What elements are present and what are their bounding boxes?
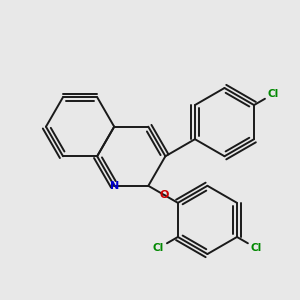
Text: Cl: Cl: [251, 243, 262, 253]
Text: O: O: [160, 190, 169, 200]
Text: N: N: [110, 181, 119, 191]
Text: Cl: Cl: [268, 89, 279, 99]
Text: Cl: Cl: [153, 243, 164, 253]
